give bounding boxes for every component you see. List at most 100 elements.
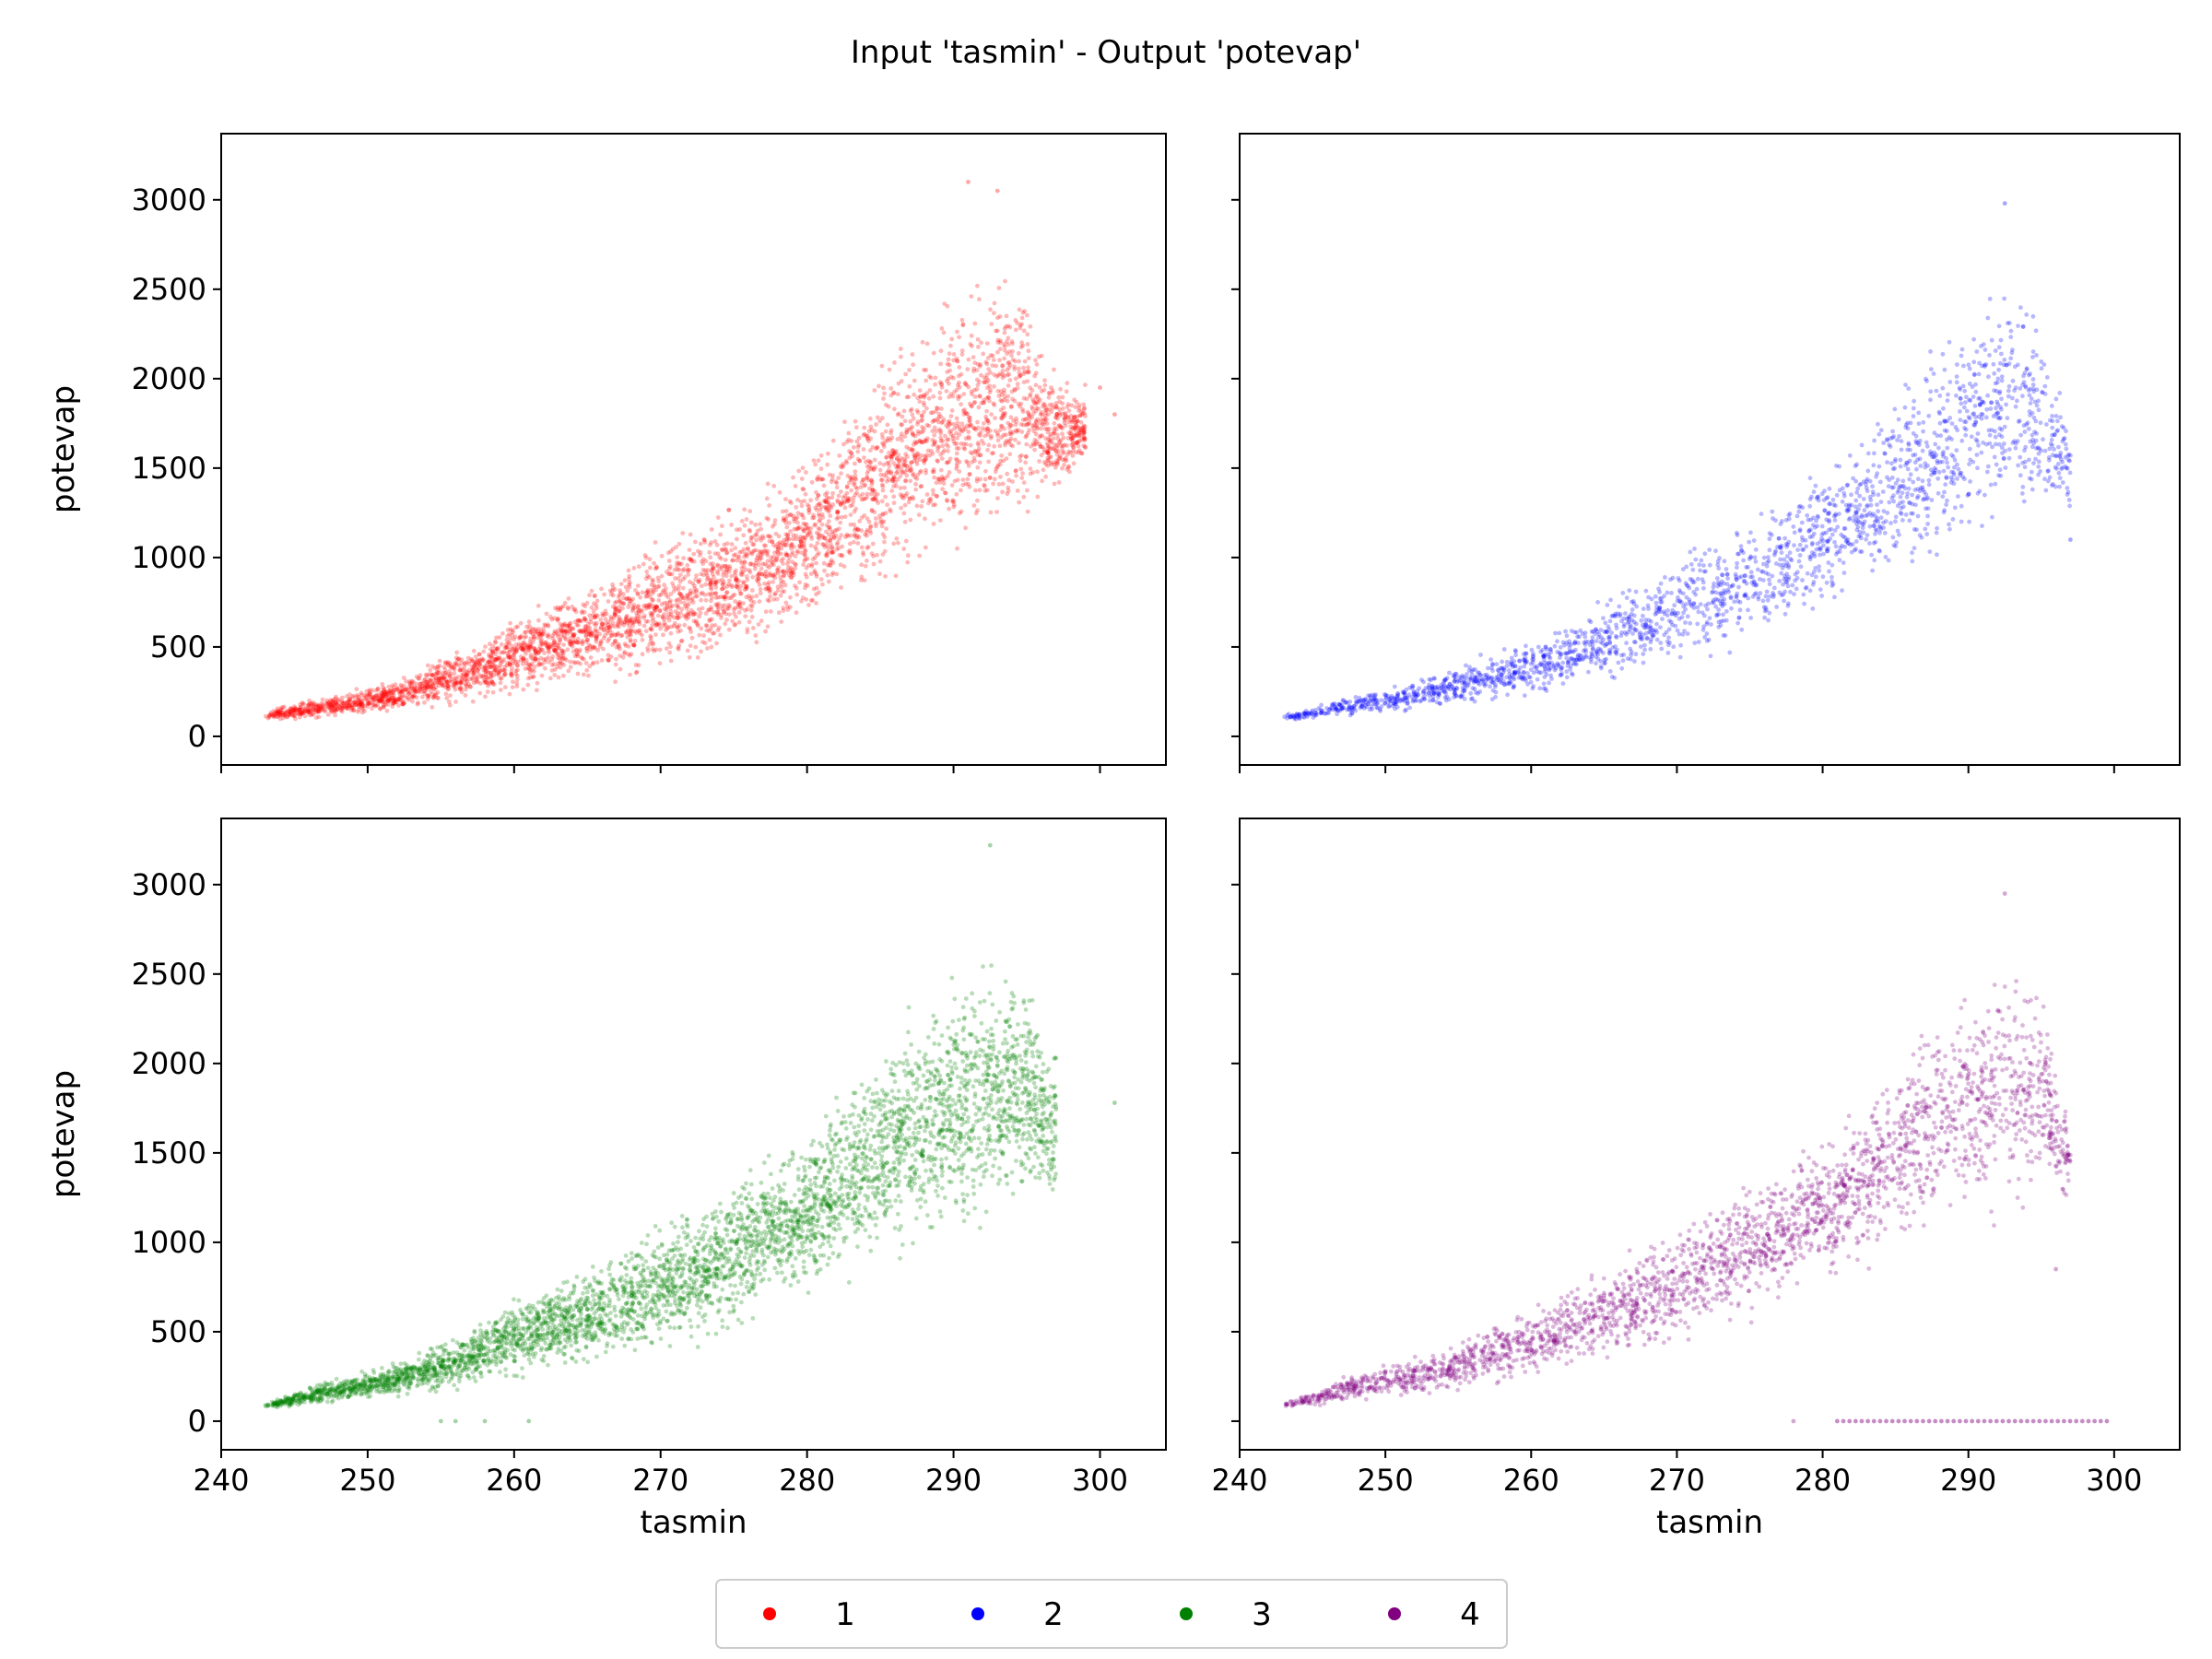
data-point xyxy=(506,655,512,661)
data-point xyxy=(959,348,965,353)
data-point xyxy=(313,715,319,721)
data-point xyxy=(1017,371,1022,375)
data-point xyxy=(807,530,813,535)
data-point xyxy=(1016,351,1021,356)
data-point xyxy=(813,544,818,549)
data-point xyxy=(373,703,379,709)
data-point xyxy=(829,479,834,485)
data-point xyxy=(702,641,708,646)
data-point xyxy=(865,464,870,469)
data-point xyxy=(496,645,500,651)
data-point xyxy=(907,468,912,474)
data-point xyxy=(1000,363,1006,368)
data-point xyxy=(877,571,882,577)
data-point xyxy=(1043,436,1048,441)
data-point xyxy=(1759,512,1764,516)
data-point xyxy=(853,469,858,474)
data-point xyxy=(1058,424,1064,429)
data-point xyxy=(406,691,411,697)
data-point xyxy=(674,545,678,549)
data-point xyxy=(648,613,653,618)
data-point xyxy=(871,466,877,472)
data-point xyxy=(637,628,642,633)
data-point xyxy=(865,559,869,563)
data-point xyxy=(895,466,900,471)
data-point xyxy=(1060,431,1065,437)
data-point xyxy=(1771,585,1777,591)
data-point xyxy=(540,647,545,653)
data-point xyxy=(594,660,600,665)
data-point xyxy=(836,515,841,520)
data-point xyxy=(738,571,744,577)
data-point xyxy=(973,511,979,516)
data-point xyxy=(1025,379,1030,383)
data-point xyxy=(1025,509,1030,514)
data-point xyxy=(956,382,960,388)
data-point xyxy=(329,705,335,711)
data-point xyxy=(566,596,571,601)
data-point xyxy=(2022,465,2028,470)
data-point xyxy=(944,389,949,394)
data-point xyxy=(572,653,578,659)
data-point xyxy=(981,400,986,406)
data-point xyxy=(1017,366,1021,371)
data-point xyxy=(429,672,434,677)
data-point xyxy=(691,559,697,564)
data-point xyxy=(477,665,481,671)
data-point xyxy=(430,664,435,669)
data-point xyxy=(709,540,713,545)
data-point xyxy=(1014,428,1018,433)
data-point xyxy=(810,597,816,603)
data-point xyxy=(312,701,317,707)
data-point xyxy=(1041,460,1047,465)
data-point xyxy=(665,550,671,556)
data-point xyxy=(811,586,817,592)
data-point xyxy=(656,598,662,603)
data-point xyxy=(1062,416,1067,421)
data-point xyxy=(654,565,660,571)
data-point xyxy=(1082,406,1087,411)
data-point xyxy=(2024,312,2030,317)
data-point xyxy=(716,625,722,630)
data-point xyxy=(1010,348,1015,354)
data-point xyxy=(883,402,888,407)
data-point xyxy=(584,646,590,652)
data-point xyxy=(1042,382,1048,388)
data-point xyxy=(793,566,798,571)
data-point xyxy=(897,459,902,464)
data-point xyxy=(925,448,931,453)
data-point xyxy=(948,414,954,418)
data-point xyxy=(918,394,924,399)
data-point xyxy=(945,460,950,465)
data-point xyxy=(688,626,693,631)
data-point xyxy=(463,693,468,698)
data-point xyxy=(1746,607,1750,613)
data-point xyxy=(350,705,355,710)
data-point xyxy=(342,704,347,710)
data-point xyxy=(682,622,688,628)
data-point xyxy=(626,568,631,573)
data-point xyxy=(756,562,761,567)
data-point xyxy=(1013,422,1018,428)
data-point xyxy=(797,580,802,585)
data-point xyxy=(1003,410,1007,416)
data-point xyxy=(490,689,496,695)
data-point xyxy=(630,606,636,612)
data-point xyxy=(587,593,592,598)
data-point xyxy=(814,601,818,606)
data-point xyxy=(933,382,938,387)
data-point xyxy=(719,616,724,620)
data-point xyxy=(1026,411,1031,417)
data-point xyxy=(835,540,841,545)
data-point xyxy=(1830,532,1835,537)
data-point xyxy=(508,654,512,660)
data-point xyxy=(956,394,960,399)
data-point xyxy=(675,560,679,565)
data-point xyxy=(439,680,443,686)
data-point xyxy=(945,499,950,503)
data-point xyxy=(453,700,458,704)
data-point xyxy=(969,423,974,428)
data-point xyxy=(559,661,565,666)
data-point xyxy=(772,518,778,523)
data-point xyxy=(864,459,868,465)
